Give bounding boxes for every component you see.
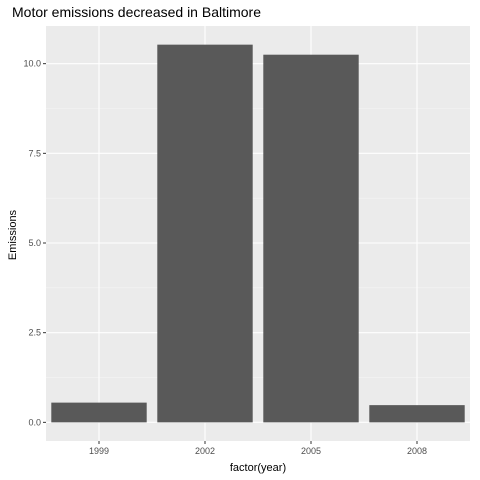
plot-area: 0.0 2.5 5.0 7.5 10.0 1999 2002 2005 2008 <box>23 26 470 456</box>
bar-2008 <box>369 405 465 423</box>
x-tick-label: 2002 <box>195 446 215 456</box>
x-axis-title: factor(year) <box>230 462 286 474</box>
x-tick-label: 2005 <box>301 446 321 456</box>
bar-1999 <box>51 402 147 423</box>
y-axis-title: Emissions <box>7 209 19 260</box>
y-tick-label: 2.5 <box>28 328 41 338</box>
x-tick-label: 2008 <box>407 446 427 456</box>
bar-2005 <box>263 54 359 423</box>
y-tick-label: 5.0 <box>28 238 41 248</box>
y-tick-label: 10.0 <box>23 59 41 69</box>
y-tick-label: 0.0 <box>28 417 41 427</box>
plot-panel <box>46 26 470 441</box>
y-tick-label: 7.5 <box>28 148 41 158</box>
bar-2002 <box>157 44 253 423</box>
chart-title: Motor emissions decreased in Baltimore <box>12 4 261 20</box>
x-tick-label: 1999 <box>89 446 109 456</box>
